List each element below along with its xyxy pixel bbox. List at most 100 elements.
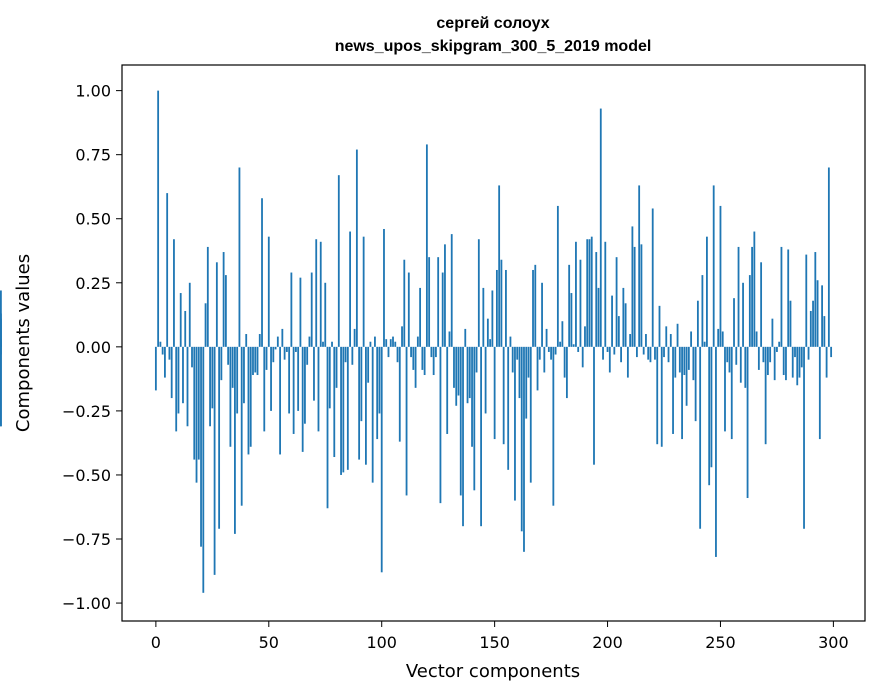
bar (502, 346, 505, 445)
bar (195, 346, 198, 483)
bar (509, 336, 512, 347)
bar (238, 167, 241, 347)
bar (617, 316, 620, 347)
bar (430, 346, 433, 358)
bar (166, 193, 169, 347)
bar (782, 346, 785, 376)
bar (234, 346, 236, 534)
bar (435, 346, 437, 358)
bar (369, 341, 372, 347)
bar (412, 346, 415, 370)
bar (651, 208, 654, 347)
bar (290, 272, 293, 347)
bar (561, 321, 564, 347)
bar (681, 346, 683, 440)
bar (200, 346, 202, 547)
bar (800, 346, 803, 368)
bar (294, 346, 297, 352)
bar (480, 346, 482, 527)
bar (516, 346, 519, 360)
bar (401, 326, 403, 347)
bar (746, 346, 749, 499)
bar (629, 334, 632, 347)
bar (164, 346, 166, 378)
bar (599, 108, 602, 347)
bar (556, 205, 559, 347)
bar (428, 257, 431, 347)
plot-frame (121, 64, 866, 622)
chart-title: сергей солоух (436, 15, 549, 32)
bar (383, 228, 385, 347)
bar (170, 346, 173, 399)
bar (261, 198, 263, 347)
bar (676, 323, 679, 347)
bar (724, 346, 726, 432)
bar (656, 346, 659, 445)
bar (520, 346, 523, 532)
bar (265, 346, 268, 370)
bar (753, 231, 756, 347)
bar (229, 346, 232, 447)
bar (755, 331, 758, 347)
bar (760, 262, 763, 347)
bar (505, 269, 507, 347)
bar (333, 346, 336, 458)
y-tick-label: −0.25 (62, 402, 111, 421)
bar (405, 346, 408, 496)
bar (432, 346, 435, 376)
bar (550, 346, 552, 360)
bar (620, 346, 622, 363)
bar (342, 346, 345, 473)
bar (285, 346, 288, 352)
bar (421, 346, 424, 370)
bar (346, 346, 349, 470)
bar (500, 259, 503, 347)
bar (532, 269, 534, 347)
bar (197, 346, 200, 460)
bar (186, 346, 189, 427)
bar (396, 346, 399, 363)
bar (308, 336, 311, 347)
bar (231, 346, 234, 388)
bar (292, 346, 295, 434)
bar (367, 346, 370, 383)
bar (633, 246, 636, 347)
bar (468, 346, 471, 399)
bar (378, 346, 381, 414)
bar (252, 346, 254, 376)
bar (177, 346, 180, 414)
bar (315, 239, 318, 347)
bar (331, 341, 333, 347)
bar (450, 234, 453, 347)
bar (794, 346, 796, 358)
bar (222, 252, 225, 347)
bar (507, 346, 510, 470)
bar (667, 346, 670, 363)
bar (425, 144, 428, 347)
bar (823, 316, 826, 347)
x-tick-label: 0 (151, 633, 161, 652)
chart-subtitle: news_upos_skipgram_300_5_2019 model (335, 38, 652, 55)
bar (446, 346, 449, 434)
bar (642, 346, 645, 355)
x-tick-label: 200 (592, 633, 623, 652)
bar (692, 346, 695, 381)
bar (272, 346, 275, 363)
bar (814, 252, 817, 347)
bar (392, 336, 394, 347)
bar (751, 246, 753, 347)
bar (805, 254, 808, 347)
bar (437, 257, 440, 347)
bar (715, 346, 717, 557)
bar (351, 346, 354, 365)
bar (317, 346, 320, 432)
bar (204, 303, 207, 347)
bar (340, 346, 342, 475)
bar (827, 167, 830, 347)
bar (360, 346, 363, 422)
bar (584, 326, 586, 347)
bar (254, 346, 257, 373)
bar (660, 346, 663, 447)
bar (776, 346, 778, 352)
